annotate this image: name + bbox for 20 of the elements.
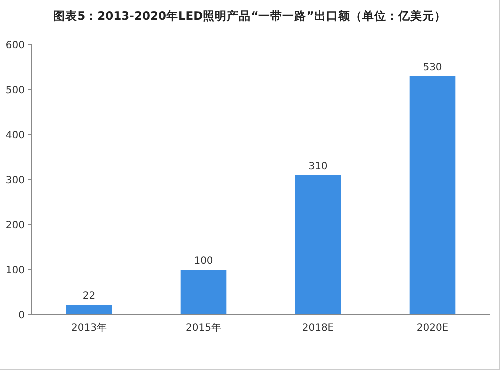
chart-title: 图表5：2013-2020年LED照明产品“一带一路”出口额（单位：亿美元） (54, 9, 446, 23)
bar (410, 76, 456, 315)
y-tick-label: 600 (6, 40, 25, 52)
data-label: 530 (423, 62, 442, 74)
bar (66, 305, 112, 315)
bar (295, 176, 342, 315)
x-tick-label: 2020E (416, 323, 449, 334)
data-label: 310 (308, 162, 328, 172)
y-tick-label: 0 (18, 310, 25, 322)
y-tick-label: 300 (6, 176, 25, 186)
bar (180, 270, 227, 315)
y-tick-label: 500 (6, 86, 25, 96)
x-tick-label: 2015年 (186, 322, 222, 334)
y-tick-label: 400 (6, 130, 25, 142)
y-tick-label: 200 (6, 220, 25, 232)
data-label: 100 (194, 256, 214, 267)
data-label: 22 (82, 291, 96, 302)
y-tick-label: 100 (6, 266, 25, 276)
x-tick-label: 2013年 (72, 322, 107, 334)
x-tick-label: 2018E (302, 323, 334, 334)
